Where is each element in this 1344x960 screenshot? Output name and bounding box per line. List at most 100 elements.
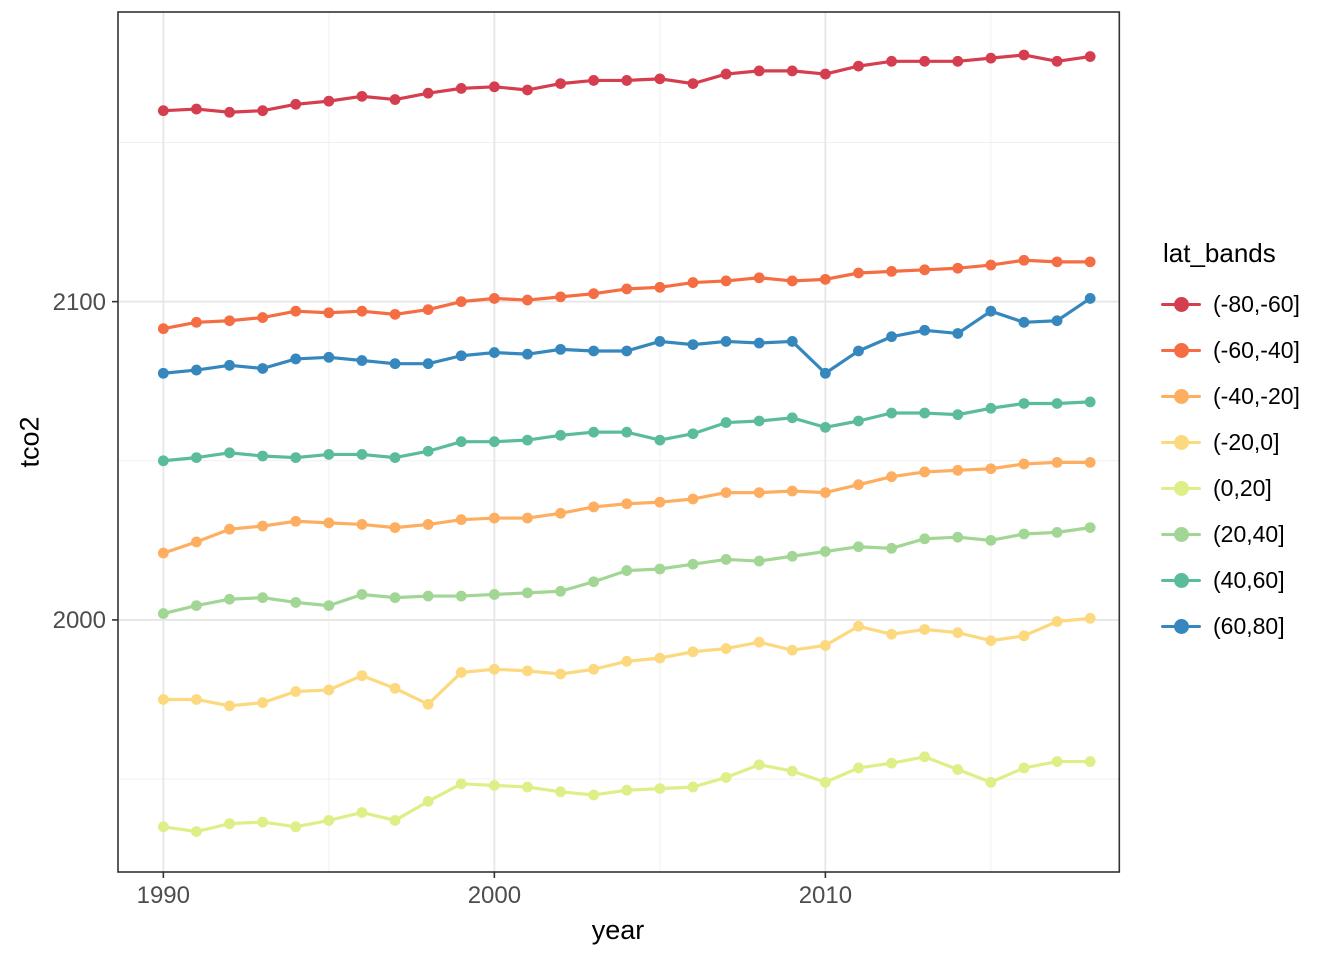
data-point: [290, 515, 302, 527]
data-point: [157, 694, 169, 705]
data-point: [224, 106, 235, 118]
data-point: [224, 700, 235, 712]
data-point: [654, 783, 666, 795]
data-point: [952, 328, 964, 339]
data-point: [753, 415, 765, 427]
data-point: [455, 82, 467, 94]
data-point: [621, 75, 633, 86]
data-point: [290, 597, 302, 608]
data-point: [1051, 315, 1063, 327]
data-point: [687, 493, 699, 505]
series-(20,40]: [157, 522, 1096, 619]
data-point: [1084, 256, 1096, 268]
legend-item: (-80,-60]: [1161, 281, 1300, 327]
data-point: [389, 452, 401, 463]
data-point: [720, 68, 732, 80]
data-point: [886, 542, 897, 554]
data-point: [555, 786, 566, 798]
data-point: [224, 593, 235, 605]
data-point: [720, 417, 732, 428]
data-point: [356, 305, 368, 317]
data-point: [555, 585, 566, 597]
data-point: [588, 663, 600, 675]
data-point: [720, 275, 732, 287]
data-point: [654, 281, 666, 293]
data-point: [1051, 616, 1063, 627]
data-point: [886, 471, 897, 483]
legend-item: (40,60]: [1161, 557, 1300, 603]
data-point: [488, 512, 500, 524]
data-point: [919, 624, 931, 635]
data-point: [389, 94, 401, 105]
data-point: [257, 312, 269, 323]
data-point: [488, 293, 500, 304]
data-point: [1084, 293, 1096, 304]
data-point: [522, 512, 533, 524]
data-point: [422, 358, 434, 370]
data-point: [1018, 458, 1030, 470]
series-(0,20]: [157, 751, 1096, 837]
data-point: [522, 434, 533, 446]
data-point: [455, 778, 467, 790]
data-point: [224, 315, 235, 327]
data-point: [422, 795, 434, 807]
data-point: [1084, 522, 1096, 534]
data-point: [720, 487, 732, 499]
data-point: [919, 264, 931, 276]
data-point: [257, 697, 269, 709]
data-point: [356, 519, 368, 530]
data-point: [985, 534, 997, 546]
data-point: [555, 343, 566, 355]
data-point: [455, 514, 467, 526]
data-point: [555, 78, 566, 90]
data-point: [720, 554, 732, 565]
data-point: [157, 608, 169, 619]
legend-key: [1161, 340, 1201, 360]
data-point: [455, 350, 467, 362]
x-tick-label: 2000: [468, 882, 521, 909]
data-point: [753, 636, 765, 648]
data-point: [985, 259, 997, 271]
data-point: [257, 450, 269, 462]
data-point: [488, 81, 500, 93]
data-point: [389, 308, 401, 320]
data-point: [985, 305, 997, 317]
series-layer: [157, 49, 1096, 837]
data-point: [853, 345, 864, 357]
x-tick-label: 1990: [137, 882, 190, 909]
data-point: [853, 479, 864, 491]
legend-item: (0,20]: [1161, 465, 1300, 511]
data-point: [422, 445, 434, 457]
legend-key: [1161, 478, 1201, 498]
data-point: [687, 781, 699, 793]
legend-item: (-40,-20]: [1161, 373, 1300, 419]
data-point: [1084, 51, 1096, 62]
legend-key: [1161, 524, 1201, 544]
data-point: [488, 436, 500, 448]
data-point: [1018, 630, 1030, 642]
data-point: [786, 644, 798, 656]
data-point: [985, 52, 997, 64]
data-point: [687, 428, 699, 440]
legend-key: [1161, 386, 1201, 406]
data-point: [654, 73, 666, 85]
data-point: [588, 576, 600, 588]
data-point: [952, 55, 964, 67]
data-point: [621, 655, 633, 667]
data-point: [1018, 528, 1030, 540]
data-point: [1051, 55, 1063, 67]
data-point: [191, 316, 202, 328]
legend-item-label: (0,20]: [1213, 474, 1272, 501]
data-point: [522, 587, 533, 599]
data-point: [952, 409, 964, 421]
data-point: [919, 751, 931, 763]
legend-key: [1161, 616, 1201, 636]
data-point: [1051, 456, 1063, 468]
legend-item-label: (60,80]: [1213, 612, 1285, 639]
data-point: [985, 402, 997, 414]
data-point: [488, 347, 500, 358]
data-point: [687, 277, 699, 288]
data-point: [819, 776, 831, 788]
data-point: [654, 434, 666, 446]
data-point: [224, 523, 235, 535]
